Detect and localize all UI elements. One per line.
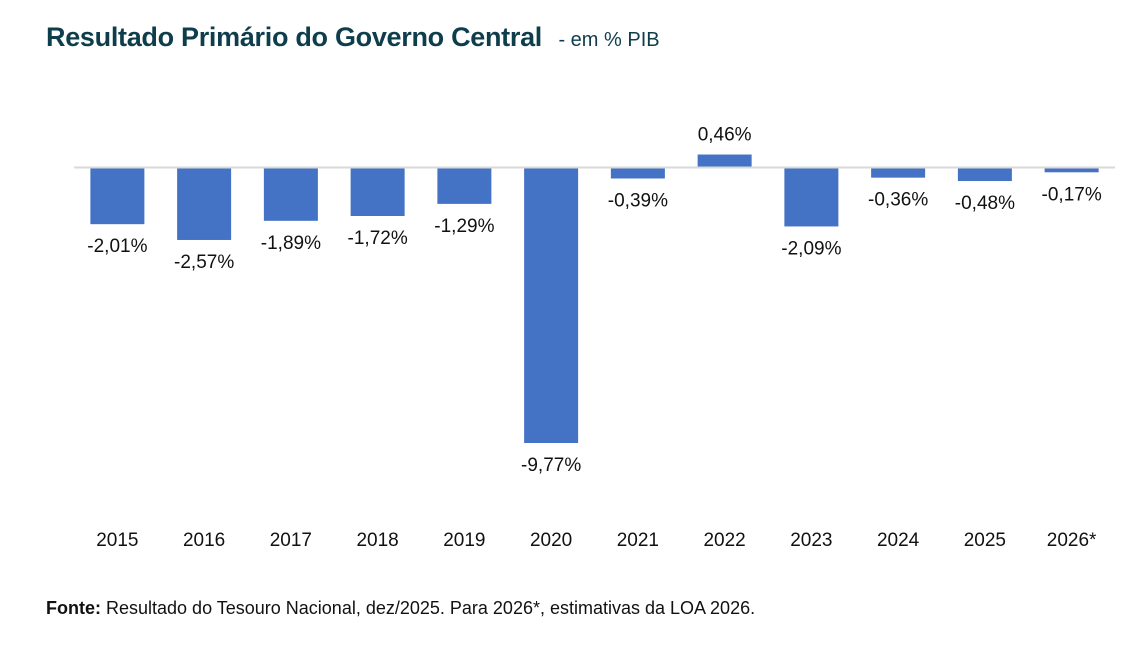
source-note: Fonte: Resultado do Tesouro Nacional, de… <box>46 598 755 619</box>
x-tick-label: 2020 <box>530 530 572 551</box>
x-tick-label: 2021 <box>617 530 659 551</box>
source-text: Resultado do Tesouro Nacional, dez/2025.… <box>106 598 756 618</box>
bar-2022 <box>697 154 752 168</box>
bar-2018 <box>350 167 405 217</box>
bar-2017 <box>263 167 318 221</box>
chart-title: Resultado Primário do Governo Central <box>46 22 542 52</box>
x-tick-label: 2024 <box>877 530 920 551</box>
bar-2024 <box>871 167 926 178</box>
x-tick-label: 2018 <box>356 530 398 551</box>
x-tick-label: 2016 <box>183 530 225 551</box>
data-label: 0,46% <box>698 125 752 146</box>
x-tick-label: 2022 <box>703 530 745 551</box>
x-axis-tick-labels: 2015 2016 2017 2018 2019 2020 2021 2022 2023 2024… <box>96 530 1097 551</box>
bar-2021 <box>610 167 665 179</box>
x-tick-label: 2025 <box>964 530 1006 551</box>
bar-2019 <box>437 167 492 204</box>
data-label: -1,89% <box>261 233 321 254</box>
x-tick-label: 2015 <box>96 530 138 551</box>
data-label: -1,72% <box>348 228 408 249</box>
data-label: -2,57% <box>174 252 234 273</box>
bar-2016 <box>177 167 232 240</box>
x-tick-label: 2023 <box>790 530 832 551</box>
bar-2025 <box>957 167 1012 182</box>
data-label: -0,17% <box>1042 184 1102 205</box>
bar-2015 <box>90 167 145 225</box>
data-label: -1,29% <box>434 216 494 237</box>
data-label: -0,36% <box>868 190 928 211</box>
data-label: -9,77% <box>521 455 581 476</box>
x-tick-label: 2019 <box>443 530 485 551</box>
bar-2026-estimate <box>1044 167 1099 173</box>
bar-2020 <box>524 167 579 444</box>
x-tick-label: 2026* <box>1047 530 1097 551</box>
chart-title-row: Resultado Primário do Governo Central - … <box>46 22 660 53</box>
bar-2023 <box>784 167 839 227</box>
data-label: -2,09% <box>781 238 841 259</box>
data-labels-group: -2,01% -2,57% -1,89% -1,72% -1,29% -9,77% -0,3… <box>87 125 1102 476</box>
bars-group <box>90 154 1099 444</box>
data-label: -2,01% <box>87 236 147 257</box>
data-label: -0,39% <box>608 190 668 211</box>
data-label: -0,48% <box>955 193 1015 214</box>
source-label: Fonte: <box>46 598 101 618</box>
chart-subtitle: - em % PIB <box>558 29 660 51</box>
x-tick-label: 2017 <box>270 530 312 551</box>
